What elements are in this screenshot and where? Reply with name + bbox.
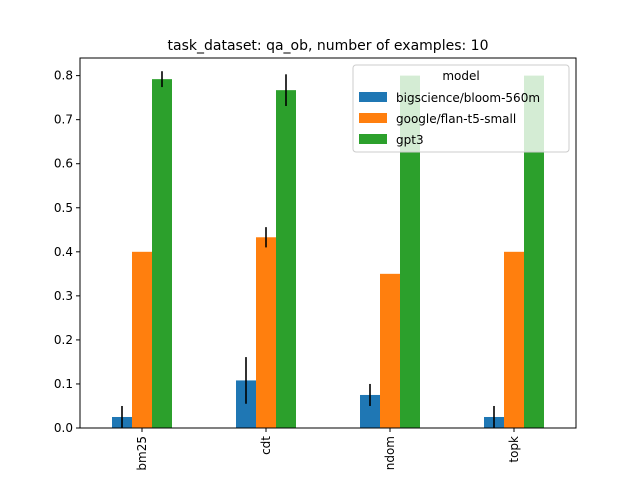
bar-cdt-bigscience/bloom-560m: [236, 380, 256, 428]
bar-bm25-google/flan-t5-small: [132, 251, 152, 428]
chart-title: task_dataset: qa_ob, number of examples:…: [168, 38, 489, 54]
y-tick-label: 0.8: [54, 69, 73, 83]
legend-box: [352, 64, 570, 153]
x-axis: bm25 cdt ndom topk: [135, 428, 521, 471]
y-tick-label: 0.2: [54, 333, 73, 347]
error-bars-group: [121, 71, 495, 428]
legend-label-bigscience/bloom-560m: bigscience/bloom-560m: [396, 91, 540, 105]
x-tick-label-topk: topk: [507, 436, 521, 463]
legend-label-gpt3: gpt3: [396, 133, 424, 147]
legend-label-google/flan-t5-small: google/flan-t5-small: [396, 112, 516, 126]
y-tick-label: 0.1: [54, 377, 73, 391]
bar-topk-google/flan-t5-small: [504, 251, 524, 428]
bar-bm25-gpt3: [152, 79, 172, 429]
y-axis: 0.0 0.1 0.2 0.3 0.4 0.5 0.6 0.7 0.8: [54, 69, 80, 435]
y-tick-label: 0.0: [54, 421, 73, 435]
bar-ndom-bigscience/bloom-560m: [360, 394, 380, 428]
bar-cdt-google/flan-t5-small: [256, 237, 276, 428]
legend-swatch-bigscience/bloom-560m: [359, 92, 387, 102]
bar-cdt-gpt3: [276, 90, 296, 429]
y-tick-label: 0.5: [54, 201, 73, 215]
x-tick-label-ndom: ndom: [383, 436, 397, 470]
legend-swatch-gpt3: [359, 134, 387, 144]
x-tick-label-bm25: bm25: [135, 436, 149, 471]
bar-ndom-gpt3: [400, 75, 420, 428]
bar-ndom-google/flan-t5-small: [380, 273, 400, 428]
y-tick-label: 0.3: [54, 289, 73, 303]
y-tick-label: 0.7: [54, 113, 73, 127]
y-tick-label: 0.4: [54, 245, 73, 259]
legend-title: model: [442, 69, 479, 83]
legend: model bigscience/bloom-560m google/flan-t5…: [352, 64, 570, 153]
y-tick-label: 0.6: [54, 157, 73, 171]
x-tick-label-cdt: cdt: [259, 436, 273, 455]
bar-topk-gpt3: [524, 75, 544, 428]
plot-frame: [79, 57, 577, 429]
legend-swatch-google/flan-t5-small: [359, 113, 387, 123]
